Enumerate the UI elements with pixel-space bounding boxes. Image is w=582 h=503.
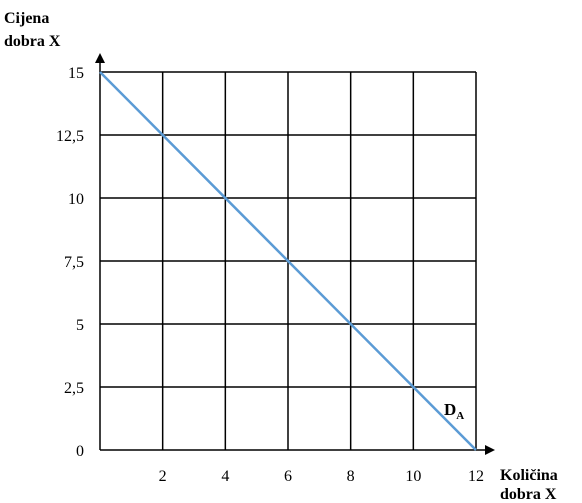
x-axis-title-line-1: Količina <box>500 467 558 484</box>
y-tick-label: 12,5 <box>56 128 84 145</box>
x-tick-label: 4 <box>221 468 229 485</box>
demand-curve-line <box>99 71 477 451</box>
x-tick-label: 2 <box>159 468 167 485</box>
x-tick-label: 6 <box>284 468 292 485</box>
y-tick-labels: 0 2,5 5 7,5 10 12,5 15 <box>56 65 84 460</box>
x-tick-labels: 2 4 6 8 10 12 <box>159 468 484 485</box>
x-tick-label: 12 <box>468 468 484 485</box>
y-tick-label: 2,5 <box>64 380 84 397</box>
y-axis-title-line-1: Cijena <box>4 10 49 27</box>
y-tick-label: 15 <box>68 65 84 82</box>
demand-curve-label-subscript: A <box>456 410 464 422</box>
x-axis-title-line-2: dobra X <box>500 486 557 503</box>
y-tick-label: 10 <box>68 191 84 208</box>
x-tick-label: 10 <box>405 468 421 485</box>
y-tick-label: 7,5 <box>64 254 84 271</box>
y-tick-label: 5 <box>76 317 84 334</box>
x-tick-label: 8 <box>347 468 355 485</box>
demand-curve-label: DA <box>444 400 464 422</box>
y-tick-label: 0 <box>76 443 84 460</box>
y-axis-title-line-2: dobra X <box>4 33 61 50</box>
